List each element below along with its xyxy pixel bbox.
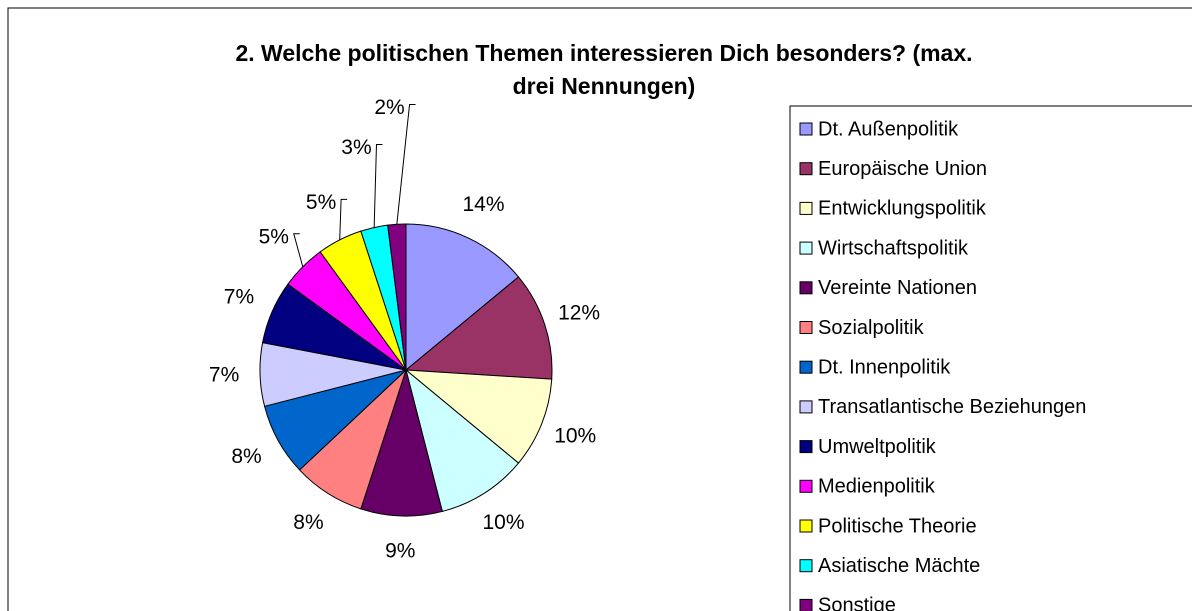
legend-label: Umweltpolitik [818, 436, 937, 458]
pie-slice [405, 368, 520, 513]
leader-line [339, 198, 348, 240]
legend-box [789, 105, 1192, 611]
data-label: 10% [554, 425, 596, 448]
chart-title: 2. Welche politischen Themen interessier… [235, 40, 972, 99]
legend-swatch [799, 281, 813, 295]
data-label: 12% [558, 301, 600, 324]
data-label: 5% [306, 191, 336, 214]
pie-slice [360, 368, 443, 517]
legend-label: Sonstige [818, 595, 896, 611]
legend-swatch [799, 519, 813, 533]
legend-swatch [799, 201, 813, 215]
pie-slice [405, 223, 520, 372]
legend-swatch [799, 122, 813, 136]
pie-slice [404, 276, 553, 380]
legend-swatch [799, 360, 813, 374]
data-label: 2% [374, 96, 404, 119]
leader-line [293, 233, 304, 267]
legend-label: Sozialpolitik [818, 317, 925, 339]
legend-label: Politische Theorie [818, 515, 977, 537]
pie-slice [404, 369, 553, 464]
legend-label: Vereinte Nationen [818, 277, 977, 299]
data-label: 7% [224, 285, 254, 308]
legend-swatch [799, 400, 813, 414]
legend-label: Europäische Union [818, 158, 987, 180]
legend-swatch [799, 440, 813, 454]
legend-label: Transatlantische Beziehungen [818, 396, 1086, 418]
data-label: 9% [385, 539, 415, 562]
legend-label: Asiatische Mächte [818, 555, 980, 577]
title-line: drei Nennungen) [513, 73, 696, 99]
legend-label: Dt. Innenpolitik [818, 356, 951, 378]
data-label: 5% [259, 225, 289, 248]
legend-label: Medienpolitik [818, 476, 936, 498]
leader-line [396, 104, 416, 225]
legend-swatch [799, 598, 813, 611]
legend-swatch [799, 162, 813, 176]
data-label: 10% [483, 511, 525, 534]
data-label: 14% [462, 193, 504, 216]
data-label: 3% [341, 136, 371, 159]
legend-label: Entwicklungspolitik [818, 198, 987, 220]
data-label: 8% [293, 511, 323, 534]
title-line: 2. Welche politischen Themen interessier… [235, 40, 972, 66]
legend-swatch [799, 241, 813, 255]
legend-swatch [799, 479, 813, 493]
legend-label: Wirtschaftspolitik [818, 237, 969, 259]
legend-swatch [799, 559, 813, 573]
legend-swatch [799, 321, 813, 334]
legend-label: Dt. Außenpolitik [818, 118, 959, 140]
data-label: 7% [209, 363, 239, 386]
leader-line [373, 143, 383, 228]
data-label: 8% [231, 445, 261, 468]
